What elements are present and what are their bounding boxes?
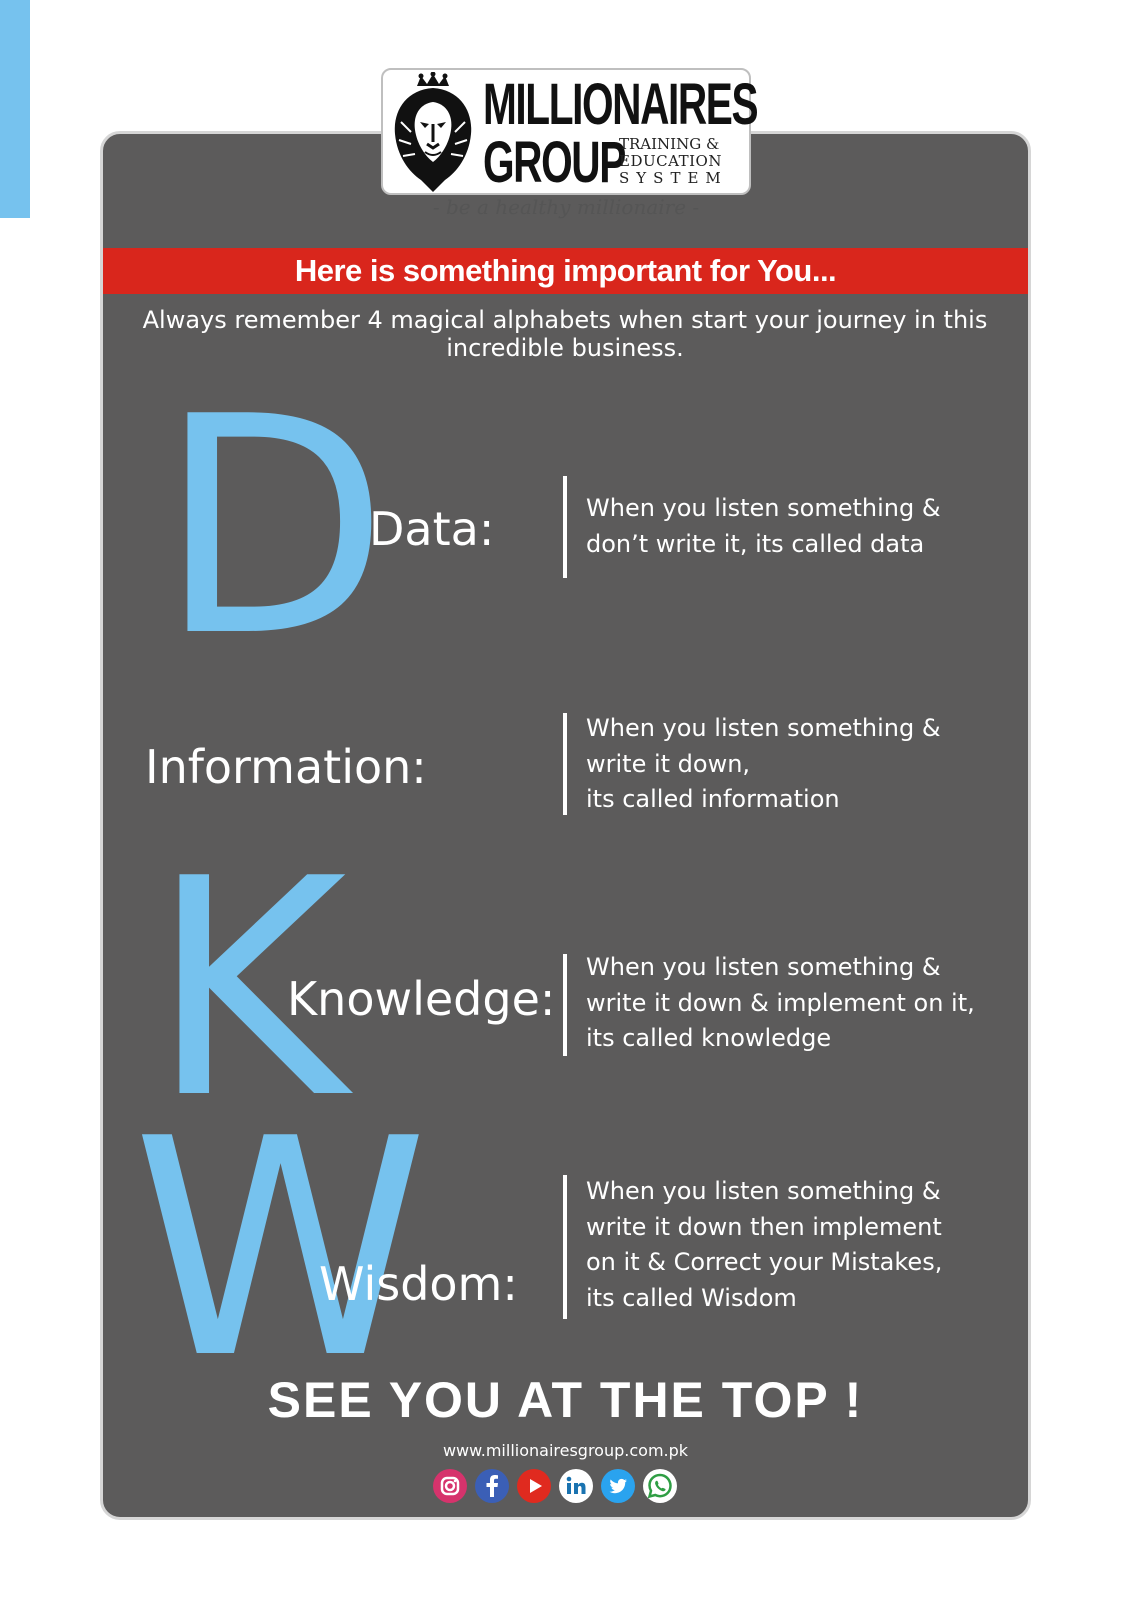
description-line: When you listen something & [586, 1177, 941, 1205]
description-line: When you listen something & [586, 953, 941, 981]
logo-subtitle-system: SYSTEM [619, 169, 728, 187]
description-line: When you listen something & [586, 494, 941, 522]
description-line: its called Wisdom [586, 1283, 797, 1312]
description-line: When you listen something & [586, 714, 941, 742]
description-information: When you listen something & write it dow… [586, 711, 941, 818]
youtube-icon[interactable] [516, 1468, 552, 1504]
letter-w: W [132, 1075, 429, 1424]
letter-k: K [150, 815, 347, 1164]
headline-banner: Here is something important for You... [103, 248, 1028, 294]
brand-logo: MILLIONAIRES GROUP TRAINING & EDUCATION … [381, 68, 759, 195]
facebook-icon[interactable] [474, 1468, 510, 1504]
headline-text: Here is something important for You... [294, 253, 837, 288]
description-line: don’t write it, its called data [586, 529, 925, 558]
description-line: its called information [586, 785, 840, 813]
whatsapp-icon[interactable] [642, 1468, 678, 1504]
description-line: on it & Correct your Mistakes, [586, 1248, 943, 1276]
logo-word-millionaires: MILLIONAIRES [483, 72, 759, 137]
website-link[interactable]: www.millionairesgroup.com.pk [442, 1441, 689, 1460]
linkedin-icon[interactable] [558, 1468, 594, 1504]
description-wisdom: When you listen something & write it dow… [586, 1174, 942, 1316]
lion-emblem-icon [394, 72, 472, 192]
term-wisdom: Wisdom: [319, 1257, 518, 1311]
description-data: When you listen something & don’t write … [586, 491, 941, 562]
description-line: write it down then implement [586, 1212, 942, 1241]
term-information: Information: [145, 740, 427, 794]
term-knowledge: Knowledge: [287, 972, 556, 1026]
twitter-icon[interactable] [600, 1468, 636, 1504]
divider [563, 476, 567, 578]
description-line: write it down, [586, 749, 751, 778]
tagline: - be a healthy millionaire - [432, 195, 700, 219]
logo-word-group: GROUP [483, 130, 626, 195]
letter-d: D [158, 353, 390, 702]
logo-subtitle-education: EDUCATION [619, 152, 722, 170]
instagram-icon[interactable] [432, 1468, 468, 1504]
social-links [432, 1468, 677, 1508]
divider [563, 713, 567, 815]
slogan: SEE YOU AT THE TOP ! [267, 1372, 864, 1428]
intro-text: Always remember 4 magical alphabets when… [142, 306, 988, 362]
divider [563, 1175, 567, 1319]
description-knowledge: When you listen something & write it dow… [586, 950, 975, 1057]
logo-subtitle-training: TRAINING & [619, 135, 720, 153]
description-line: write it down & implement on it, [586, 988, 975, 1017]
term-data: Data: [369, 502, 495, 556]
description-line: its called knowledge [586, 1024, 832, 1052]
divider [563, 954, 567, 1056]
letter-i-bar [0, 0, 30, 218]
